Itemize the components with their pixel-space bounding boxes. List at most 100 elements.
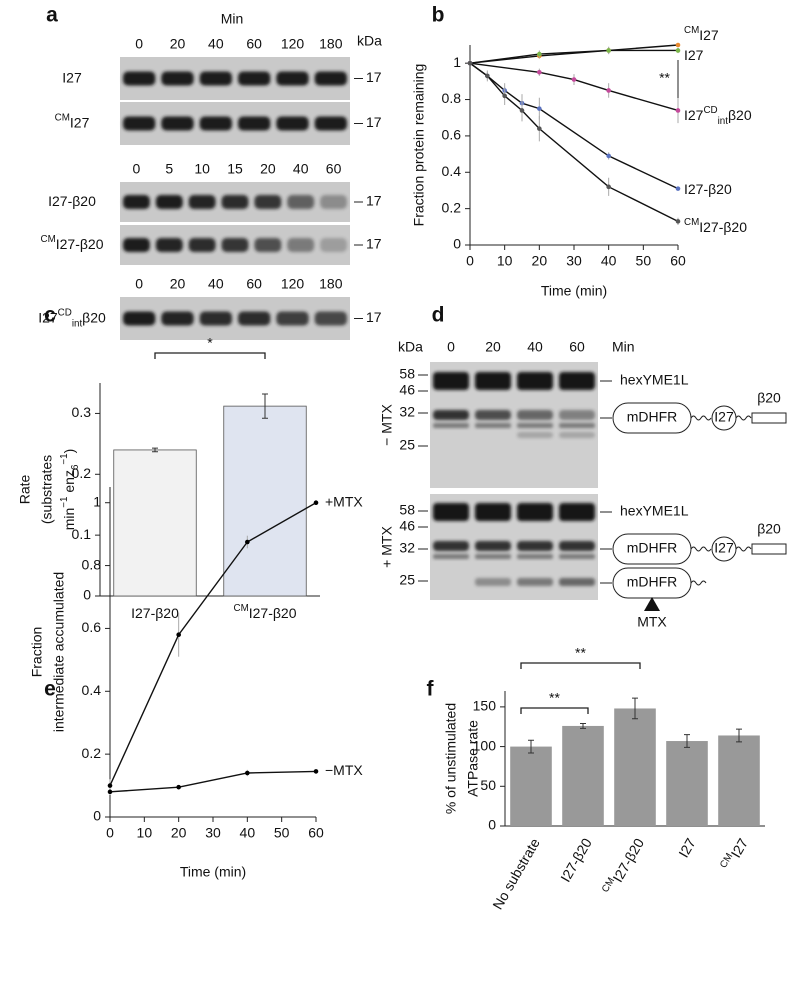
- x-tick-label: 40: [240, 825, 256, 841]
- gel-band: [314, 311, 347, 326]
- x-tick-label: 0: [466, 253, 474, 269]
- gel-band: [559, 541, 595, 551]
- point: [176, 632, 181, 638]
- gel-band: [155, 195, 183, 209]
- x-tick-label-part: I27-β20: [249, 605, 297, 621]
- gel-band: [475, 554, 511, 559]
- gel-band: [517, 432, 553, 438]
- gel-band: [314, 116, 347, 131]
- point: [606, 48, 611, 53]
- header: Min: [612, 339, 635, 355]
- y-tick-label: 1: [453, 54, 461, 70]
- y-tick-label: 0: [83, 587, 91, 603]
- time-label: 10: [194, 161, 210, 177]
- gel-band: [517, 423, 553, 428]
- annotation: **: [549, 690, 560, 706]
- series-label: I27: [684, 47, 704, 63]
- time-label: 20: [170, 276, 186, 292]
- x-tick-label: 40: [601, 253, 617, 269]
- y-axis-label: min−1 enz6−1): [59, 449, 81, 531]
- module-label: I27: [714, 540, 734, 556]
- y-axis-label-part: enz: [61, 470, 77, 496]
- linker: [690, 546, 712, 552]
- panel-label: d: [432, 304, 445, 327]
- x-tick-label: CMI27-β20: [234, 603, 297, 621]
- linker: [690, 580, 707, 586]
- panel-label: f: [427, 678, 435, 701]
- gel-band: [238, 311, 271, 326]
- x-tick-label: I27-β20: [131, 605, 179, 621]
- x-tick-label-part: I27-β20: [131, 605, 179, 621]
- y-axis-label-part: −1: [59, 453, 70, 464]
- series-label-part: CM: [684, 25, 699, 36]
- row-label-part: CM: [41, 234, 56, 245]
- y-tick-label: 0: [488, 817, 496, 833]
- module-label: I27: [714, 409, 734, 425]
- band-label: hexYME1L: [620, 503, 689, 519]
- point: [675, 48, 681, 53]
- row-label: CMI27: [55, 113, 90, 131]
- gel-band: [475, 410, 511, 420]
- gel-strip: [120, 57, 350, 100]
- gel-band: [517, 554, 553, 559]
- series-label-part: I27: [684, 107, 704, 123]
- series-label: −MTX: [325, 762, 363, 778]
- time-label: 20: [485, 339, 501, 355]
- time-label: 0: [135, 276, 143, 292]
- gel-band: [287, 238, 315, 252]
- gel-band: [559, 372, 595, 390]
- series-label-part: int: [718, 116, 729, 127]
- marker-label: 17: [366, 114, 382, 130]
- point: [675, 219, 681, 224]
- row-label-part: CM: [55, 113, 70, 124]
- point: [571, 77, 577, 82]
- x-tick-label: 50: [636, 253, 652, 269]
- point: [502, 93, 507, 99]
- gel-band: [475, 503, 511, 521]
- time-label: 180: [319, 36, 343, 52]
- band-label: hexYME1L: [620, 372, 689, 388]
- gel-band: [276, 116, 309, 131]
- gel-band: [287, 195, 315, 209]
- gel-band: [475, 423, 511, 428]
- y-tick-label: 100: [473, 737, 497, 753]
- gel-band: [517, 578, 553, 586]
- series-line: [109, 502, 317, 786]
- gel-band: [475, 578, 511, 586]
- series-label-part: I27: [684, 47, 704, 63]
- point: [606, 88, 611, 93]
- gel-band: [559, 410, 595, 420]
- gel-band: [433, 541, 469, 551]
- x-tick-label: CMI27: [718, 834, 751, 873]
- x-tick-label: 20: [532, 253, 548, 269]
- significance-bracket: [520, 662, 641, 669]
- y-axis-label: Rate: [17, 475, 33, 505]
- point: [675, 108, 681, 113]
- ligand-triangle: [644, 597, 660, 611]
- error-bar: [580, 723, 586, 729]
- tag-box: [751, 412, 787, 424]
- point: [245, 539, 250, 545]
- point: [537, 126, 542, 131]
- time-label: 15: [227, 161, 243, 177]
- point: [537, 106, 542, 111]
- gel-band: [161, 116, 194, 131]
- linker: [690, 415, 712, 421]
- tag-box: [751, 543, 787, 555]
- error-bar: [736, 728, 742, 743]
- time-label: 0: [133, 161, 141, 177]
- error-bar: [632, 697, 638, 720]
- x-tick-label: 0: [106, 825, 114, 841]
- domain-label: mDHFR: [627, 409, 678, 425]
- bar: [223, 405, 307, 597]
- series-label-part: β20: [728, 107, 752, 123]
- x-tick-label: 60: [670, 253, 686, 269]
- gel-band: [188, 195, 216, 209]
- gel-band: [199, 116, 232, 131]
- gel-band: [433, 554, 469, 559]
- y-tick-label: 0: [453, 236, 461, 252]
- domain-label: mDHFR: [627, 540, 678, 556]
- bar: [614, 708, 656, 826]
- row-label-part: I27: [38, 309, 58, 325]
